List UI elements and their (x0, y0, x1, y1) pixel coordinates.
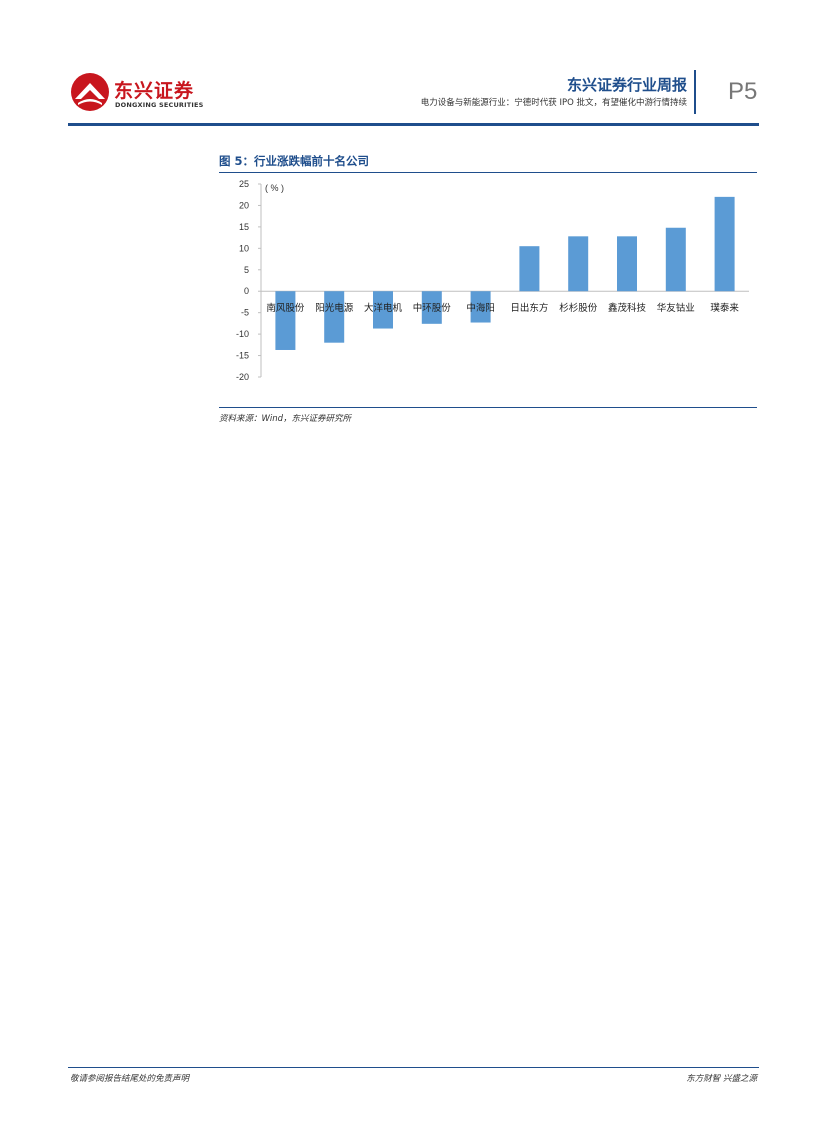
y-tick-label: -5 (241, 308, 249, 318)
figure-title: 图 5：行业涨跌幅前十名公司 (219, 154, 370, 168)
bar (373, 291, 393, 329)
category-label: 鑫茂科技 (608, 302, 647, 314)
logo-icon (71, 73, 109, 111)
y-tick-label: 15 (239, 222, 249, 232)
y-tick-label: 25 (239, 179, 249, 189)
category-label: 大洋电机 (364, 302, 403, 314)
category-label: 中海阳 (466, 302, 495, 314)
y-tick-label: 0 (244, 286, 249, 296)
y-tick-label: 10 (239, 243, 249, 253)
bar (568, 236, 589, 292)
bars (275, 196, 735, 350)
y-axis-ticks: 25 20 15 10 5 0 -5 -10 -15 -20 (236, 179, 261, 382)
footer-disclaimer: 敬请参阅报告结尾处的免责声明 (70, 1074, 190, 1084)
report-subtitle: 电力设备与新能源行业：宁德时代获 IPO 批文，有望催化中游行情持续 (420, 98, 687, 108)
y-tick-label: 5 (244, 265, 249, 275)
header-rule (68, 123, 759, 126)
bar (324, 291, 345, 343)
category-label: 阳光电源 (315, 302, 354, 314)
bar (275, 291, 296, 350)
bar (519, 246, 540, 292)
footer-slogan: 东方财智 兴盛之源 (686, 1074, 757, 1084)
category-labels: 南风股份 阳光电源 大洋电机 中环股份 中海阳 日出东方 杉杉股份 鑫茂科技 华友钴业 璞泰来 (266, 302, 739, 314)
logo-chinese-name: 东兴证券 (114, 80, 195, 102)
unit-label: ( % ) (265, 183, 284, 193)
source-note: 资料来源：Wind，东兴证券研究所 (219, 414, 352, 424)
category-label: 杉杉股份 (559, 302, 598, 314)
logo-english-name: DONGXING SECURITIES (115, 101, 204, 109)
header-divider (694, 70, 696, 114)
category-label: 日出东方 (510, 302, 548, 314)
report-title: 东兴证券行业周报 (566, 76, 687, 94)
bar (617, 236, 637, 292)
page-number: P5 (728, 78, 758, 105)
y-tick-label: -20 (236, 372, 249, 382)
y-tick-label: -10 (236, 329, 249, 339)
bar (665, 227, 686, 292)
bar (714, 196, 735, 292)
figure-bottom-rule (219, 407, 757, 408)
category-label: 华友钴业 (657, 302, 695, 314)
figure-top-rule (219, 172, 757, 173)
bar-chart: 25 20 15 10 5 0 -5 -10 -15 -20 南风股份 阳光电源 大洋电机 中环股份 中海… (236, 179, 749, 382)
y-tick-label: -15 (236, 351, 249, 361)
bar (421, 291, 442, 324)
category-label: 南风股份 (266, 302, 305, 314)
footer-rule (68, 1067, 759, 1068)
category-label: 璞泰来 (710, 302, 739, 314)
category-label: 中环股份 (413, 302, 452, 314)
bar (470, 291, 491, 323)
y-tick-label: 20 (239, 200, 249, 210)
